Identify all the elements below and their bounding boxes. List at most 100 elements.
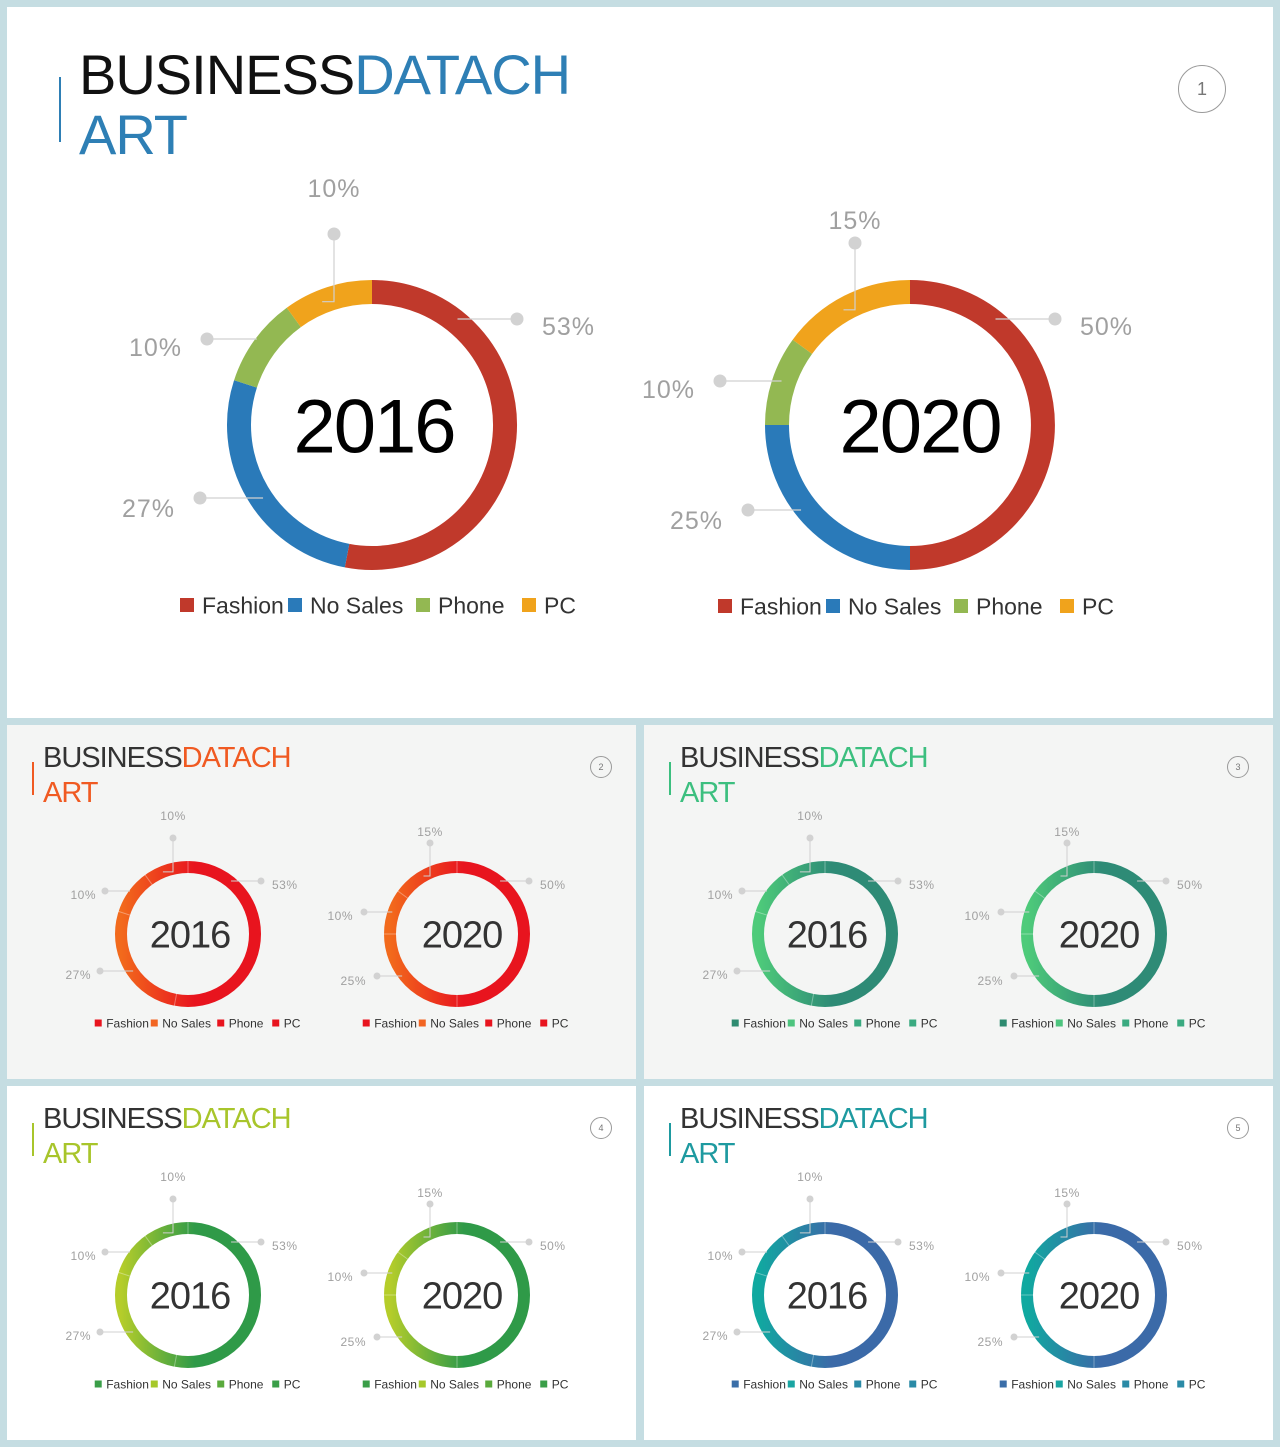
percent-label: 10%: [70, 888, 96, 902]
legend-swatch: [272, 1380, 280, 1388]
chart-year-label: 2016: [293, 384, 454, 469]
legend-item-pc: PC: [1177, 1377, 1206, 1391]
legend-swatch: [217, 1380, 225, 1388]
legend-label: No Sales: [310, 592, 403, 618]
leader-dot: [96, 1328, 104, 1336]
legend-item-no-sales: No Sales: [150, 1016, 211, 1030]
leader-dot: [1010, 972, 1018, 980]
leader-dot: [327, 227, 341, 241]
legend-label: No Sales: [430, 1016, 479, 1030]
slice-pc: [396, 890, 409, 900]
legend-label: Fashion: [1011, 1016, 1054, 1030]
legend-item-no-sales: No Sales: [288, 592, 403, 618]
legend-label: Fashion: [202, 592, 284, 618]
percent-label: 53%: [272, 1239, 298, 1253]
legend-item-pc: PC: [909, 1016, 938, 1030]
percent-label: 25%: [977, 974, 1003, 988]
legend-swatch: [999, 1380, 1007, 1388]
slice-phone: [754, 910, 769, 916]
legend-swatch: [909, 1019, 917, 1027]
donut-chart-2020: 2020 50% 25% 10% 15% Fashion No Sales Phone PC: [642, 207, 1132, 620]
legend-label: Fashion: [374, 1377, 417, 1391]
slice-fashion: [909, 280, 1055, 570]
legend-label: PC: [544, 592, 576, 618]
page-number-badge: 4: [590, 1117, 612, 1139]
legend-swatch: [416, 598, 430, 612]
title-part-datach: DATACH: [818, 1103, 929, 1135]
legend-item-fashion: Fashion: [94, 1377, 149, 1391]
percent-label: 15%: [1054, 1186, 1080, 1200]
legend-label: No Sales: [162, 1377, 211, 1391]
legend-item-pc: PC: [272, 1016, 301, 1030]
donut-chart-2016: 2016 53% 27% 10% 10% Fashion No Sales Phone PC: [702, 809, 937, 1030]
legend-item-pc: PC: [540, 1016, 569, 1030]
legend-swatch: [1177, 1019, 1185, 1027]
slide-2: BUSINESSDATACH ART 2 2016 53% 27% 10% 10% Fashio…: [7, 725, 636, 1079]
chart-year-label: 2020: [1059, 1276, 1140, 1318]
slice-no-sales: [810, 1353, 815, 1368]
title-part-datach: DATACH: [818, 742, 929, 774]
legend-item-no-sales: No Sales: [1055, 1377, 1116, 1391]
slice-pc: [286, 280, 373, 328]
legend-label: Fashion: [743, 1377, 786, 1391]
title-part-art: ART: [43, 777, 98, 809]
title-part-business: BUSINESS: [43, 1103, 183, 1135]
leader-line: [843, 243, 856, 311]
percent-label: 25%: [670, 507, 723, 535]
chart-legend: Fashion No Sales Phone PC: [180, 592, 576, 618]
legend-swatch: [362, 1380, 370, 1388]
leader-dot: [806, 834, 814, 842]
leader-dot: [738, 1248, 746, 1256]
leader-dot: [738, 887, 746, 895]
title-accent-line: [32, 1123, 34, 1156]
donut-chart-2020: 2020 50% 25% 10% 15% Fashion No Sales Phone PC: [964, 1186, 1205, 1391]
legend-item-no-sales: No Sales: [787, 1377, 848, 1391]
percent-label: 10%: [642, 376, 695, 404]
percent-label: 10%: [327, 909, 353, 923]
leader-line: [162, 838, 174, 873]
slice-pc: [1033, 890, 1046, 900]
donut-ring: [1021, 1222, 1167, 1368]
chart-legend: Fashion No Sales Phone PC: [362, 1377, 569, 1391]
percent-label: 15%: [417, 1186, 443, 1200]
legend-swatch: [540, 1019, 548, 1027]
percent-label: 10%: [707, 888, 733, 902]
legend-swatch: [485, 1019, 493, 1027]
slide-3: BUSINESSDATACH ART 3 2016 53% 27% 10% 10% Fashio…: [644, 725, 1273, 1079]
title-accent-line: [669, 762, 671, 795]
legend-item-phone: Phone: [416, 592, 505, 618]
leader-dot: [169, 834, 177, 842]
slice-pc: [396, 1251, 409, 1261]
leader-dot: [426, 839, 434, 847]
donut-ring: [115, 1222, 261, 1368]
leader-dot: [848, 236, 862, 250]
donut-chart-2020: 2020 50% 25% 10% 15% Fashion No Sales Phone PC: [327, 825, 568, 1030]
legend-item-no-sales: No Sales: [826, 593, 941, 619]
slice-pc: [781, 873, 791, 886]
legend-swatch: [150, 1019, 158, 1027]
legend-item-no-sales: No Sales: [1055, 1016, 1116, 1030]
legend-label: PC: [552, 1016, 569, 1030]
leader-dot: [997, 1269, 1005, 1277]
legend-item-pc: PC: [272, 1377, 301, 1391]
legend-label: Phone: [497, 1377, 532, 1391]
leader-dot: [101, 1248, 109, 1256]
legend-item-fashion: Fashion: [94, 1016, 149, 1030]
slice-no-sales: [810, 992, 815, 1007]
legend-item-pc: PC: [540, 1377, 569, 1391]
legend-label: Fashion: [1011, 1377, 1054, 1391]
legend-item-phone: Phone: [854, 1377, 901, 1391]
leader-dot: [96, 967, 104, 975]
leader-dot: [894, 877, 902, 885]
chart-year-label: 2016: [787, 915, 868, 957]
chart-legend: Fashion No Sales Phone PC: [94, 1016, 301, 1030]
title-part-datach: DATACH: [354, 43, 571, 106]
chart-legend: Fashion No Sales Phone PC: [731, 1377, 938, 1391]
legend-item-phone: Phone: [217, 1016, 264, 1030]
percent-label: 25%: [340, 1335, 366, 1349]
legend-swatch: [1122, 1380, 1130, 1388]
chart-year-label: 2016: [787, 1276, 868, 1318]
